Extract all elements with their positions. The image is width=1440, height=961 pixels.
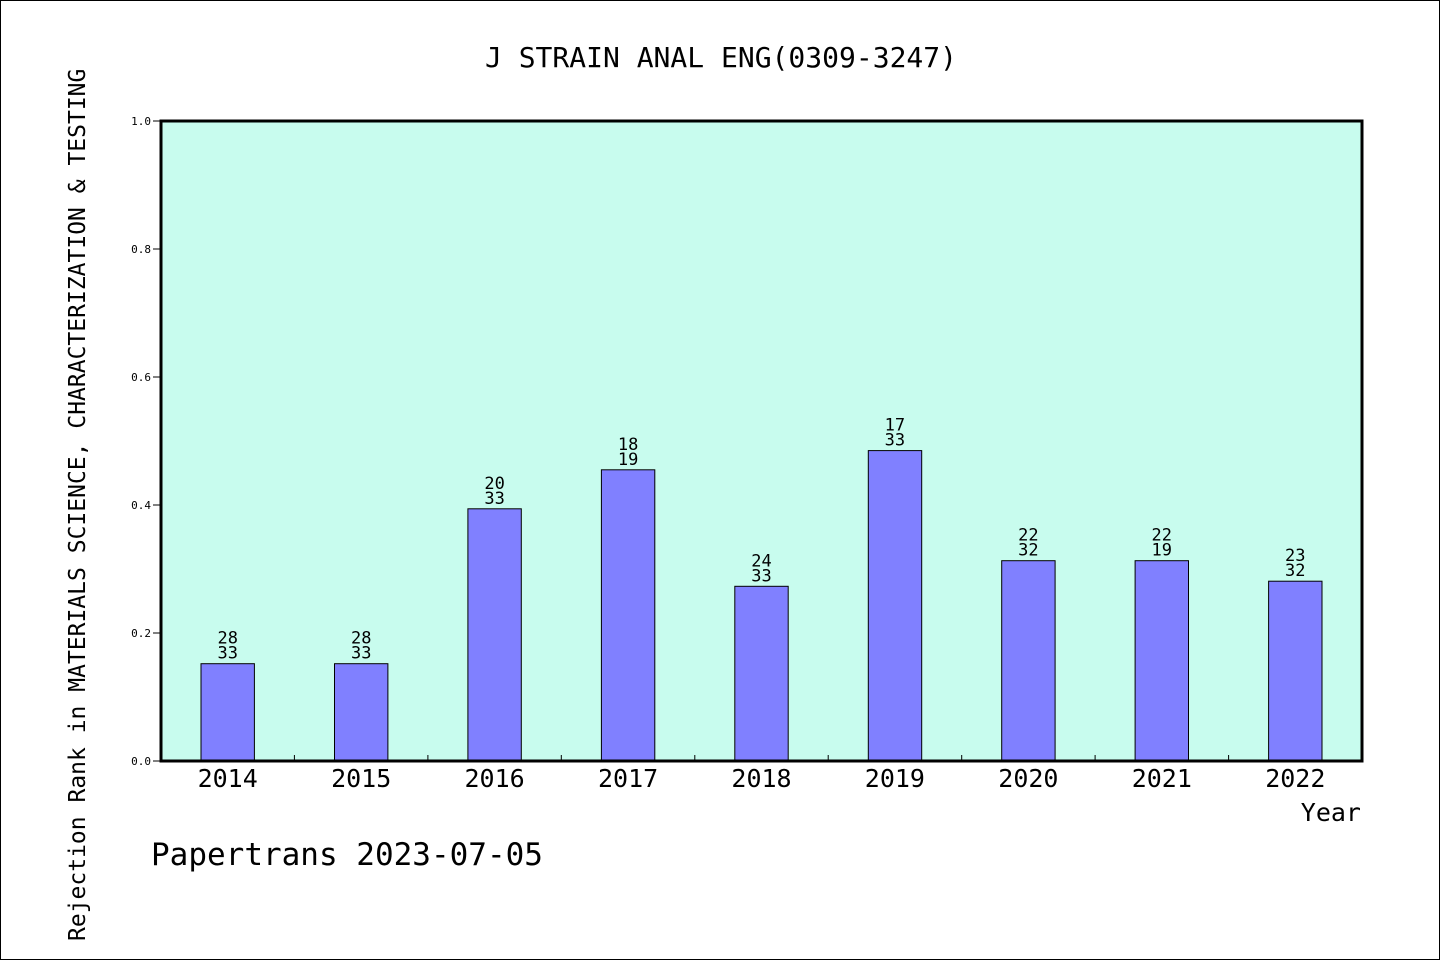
x-tick-label-2018: 2018 <box>731 764 791 793</box>
x-tick-label-2020: 2020 <box>998 764 1058 793</box>
bar-label-rank-2018: 24 <box>751 551 771 571</box>
x-tick-label-2017: 2017 <box>598 764 658 793</box>
y-tick-label: 0.8 <box>131 243 151 256</box>
bar-label-total-2021: 19 <box>1152 541 1172 561</box>
plot-border <box>159 119 1364 763</box>
y-tick-label: 0.0 <box>131 755 151 768</box>
x-axis-ticks: 2014 2015 2016 2017 2018 2019 2020 2021 2022 <box>198 755 1325 793</box>
bar-label-rank-2022: 23 <box>1285 546 1305 566</box>
bar-label-rank-2014: 28 <box>217 629 237 649</box>
x-axis-label: Year <box>1301 798 1361 827</box>
bar-label-total-2022: 32 <box>1285 561 1305 581</box>
bar-label-total-2014: 33 <box>217 644 237 664</box>
bar-2015 <box>334 663 389 762</box>
y-axis-ticks: 0.0 0.2 0.4 0.6 0.8 1.0 <box>131 115 161 768</box>
bar-label-total-2016: 33 <box>484 489 504 509</box>
bar-label-total-2020: 32 <box>1018 541 1038 561</box>
bar-2022 <box>1268 580 1323 762</box>
bar-label-rank-2015: 28 <box>351 629 371 649</box>
x-tick-label-2016: 2016 <box>464 764 524 793</box>
x-tick-label-2015: 2015 <box>331 764 391 793</box>
bars-layer <box>200 450 1323 762</box>
bar-2016 <box>467 508 522 762</box>
x-tick-label-2022: 2022 <box>1265 764 1325 793</box>
y-axis-label: Rejection Rank in MATERIALS SCIENCE, CHA… <box>65 69 91 941</box>
bar-2019 <box>867 450 923 762</box>
bar-2014 <box>200 663 255 762</box>
bar-label-rank-2021: 22 <box>1152 526 1172 546</box>
bar-2017 <box>600 469 656 762</box>
x-tick-label-2019: 2019 <box>865 764 925 793</box>
bar-label-total-2015: 33 <box>351 644 371 664</box>
bar-label-total-2017: 19 <box>618 450 638 470</box>
x-tick-label-2014: 2014 <box>198 764 258 793</box>
bar-label-total-2018: 33 <box>751 566 771 586</box>
bar-2021 <box>1134 560 1189 762</box>
bar-label-rank-2016: 20 <box>484 474 504 494</box>
y-tick-label: 0.6 <box>131 371 151 384</box>
x-tick-label-2021: 2021 <box>1132 764 1192 793</box>
bar-label-rank-2020: 22 <box>1018 526 1038 546</box>
y-tick-label: 1.0 <box>131 115 151 128</box>
bar-2020 <box>1001 560 1056 762</box>
chart-title: J STRAIN ANAL ENG(0309-3247) <box>485 41 957 74</box>
bar-2018 <box>734 585 789 762</box>
footer-credit: Papertrans 2023-07-05 <box>151 837 543 873</box>
bar-label-rank-2019: 17 <box>885 416 905 436</box>
y-tick-label: 0.4 <box>131 499 151 512</box>
y-tick-label: 0.2 <box>131 627 151 640</box>
bar-label-rank-2017: 18 <box>618 435 638 455</box>
bar-label-total-2019: 33 <box>885 431 905 451</box>
